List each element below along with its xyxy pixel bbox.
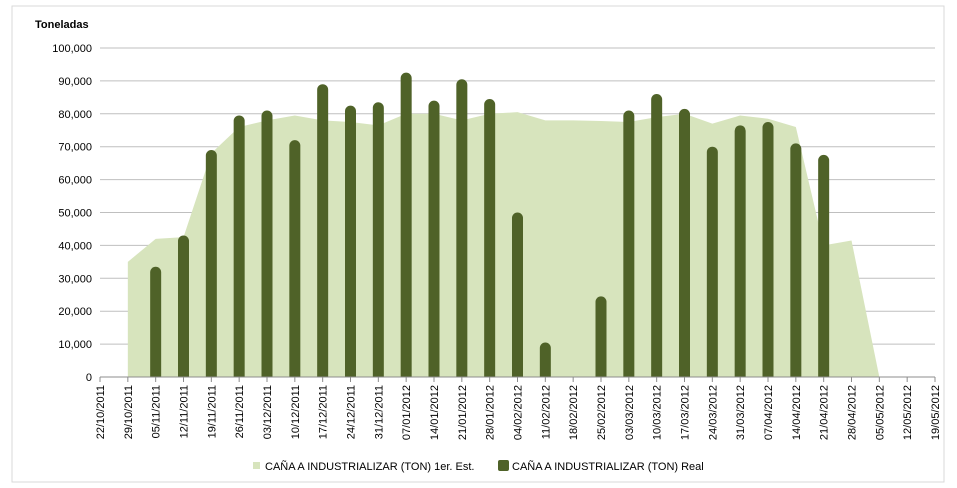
y-tick-label: 70,000	[58, 142, 92, 154]
bar	[150, 266, 162, 377]
x-tick-label: 03/03/2012	[624, 385, 636, 440]
x-tick-label: 17/03/2012	[680, 385, 692, 440]
x-tick-label: 29/10/2011	[123, 385, 135, 439]
bar	[178, 235, 189, 377]
y-tick-label: 50,000	[58, 208, 92, 220]
x-tick-label: 21/01/2012	[457, 385, 469, 440]
x-tick-label: 25/02/2012	[596, 385, 608, 440]
x-tick-label: 05/05/2012	[874, 385, 886, 440]
bar	[651, 94, 663, 377]
bar	[400, 72, 412, 378]
bar	[484, 98, 496, 378]
x-tick-label: 28/04/2012	[847, 385, 859, 440]
bar	[372, 102, 384, 378]
bar	[456, 79, 468, 377]
bar	[706, 146, 718, 377]
x-tick-label: 26/11/2011	[234, 385, 246, 438]
legend-swatch	[253, 462, 260, 469]
legend-swatch	[498, 460, 509, 471]
bar	[818, 154, 830, 377]
x-tick-label: 03/12/2011	[262, 385, 274, 439]
x-tick-label: 31/03/2012	[735, 385, 747, 440]
bar	[595, 296, 607, 377]
bar	[345, 105, 356, 377]
bar	[261, 110, 273, 377]
bar	[762, 122, 774, 377]
bar	[623, 110, 635, 377]
x-tick-label: 21/04/2012	[819, 385, 831, 440]
x-tick-label: 12/05/2012	[902, 385, 914, 440]
x-tick-label: 24/03/2012	[707, 385, 719, 440]
y-tick-label: 20,000	[58, 306, 92, 318]
x-tick-label: 04/02/2012	[513, 385, 525, 440]
x-tick-label: 24/12/2011	[346, 385, 358, 439]
y-tick-label: 80,000	[58, 109, 92, 121]
x-tick-label: 22/10/2011	[95, 385, 107, 439]
bar	[233, 115, 245, 377]
bar	[289, 140, 301, 377]
x-tick-label: 19/11/2011	[206, 385, 218, 438]
y-tick-label: 40,000	[58, 240, 92, 252]
x-tick-label: 28/01/2012	[485, 385, 497, 440]
x-tick-label: 07/04/2012	[763, 385, 775, 440]
bar	[205, 149, 217, 377]
bar	[790, 143, 802, 377]
bar	[428, 100, 440, 377]
x-tick-label: 17/12/2011	[318, 385, 330, 439]
y-tick-label: 90,000	[58, 76, 92, 88]
legend-label: CAÑA A INDUSTRIALIZAR (TON) Real	[512, 460, 704, 473]
y-tick-label: 30,000	[58, 273, 92, 285]
x-tick-label: 12/11/2011	[179, 385, 191, 438]
x-tick-label: 10/12/2011	[290, 385, 302, 439]
y-tick-label: 10,000	[58, 339, 92, 351]
y-tick-label: 60,000	[58, 175, 92, 187]
x-tick-label: 10/03/2012	[652, 385, 664, 440]
bar	[679, 108, 690, 378]
bar	[512, 212, 523, 377]
x-tick-label: 14/04/2012	[791, 385, 803, 440]
x-tick-label: 18/02/2012	[568, 385, 580, 440]
x-tick-label: 19/05/2012	[930, 385, 942, 440]
x-tick-label: 11/02/2012	[540, 385, 552, 439]
plot	[127, 72, 880, 378]
y-axis-title: Toneladas	[35, 19, 89, 31]
bar	[317, 84, 329, 377]
bar	[539, 342, 551, 377]
x-tick-label: 14/01/2012	[429, 385, 441, 440]
area	[127, 112, 880, 377]
y-tick-label: 0	[86, 372, 92, 384]
x-tick-label: 07/01/2012	[401, 385, 413, 440]
bar	[734, 125, 746, 377]
legend-label: CAÑA A INDUSTRIALIZAR (TON) 1er. Est.	[265, 460, 474, 473]
x-tick-label: 05/11/2011	[151, 385, 163, 438]
y-tick-label: 100,000	[52, 43, 92, 55]
x-tick-label: 31/12/2011	[373, 385, 385, 439]
